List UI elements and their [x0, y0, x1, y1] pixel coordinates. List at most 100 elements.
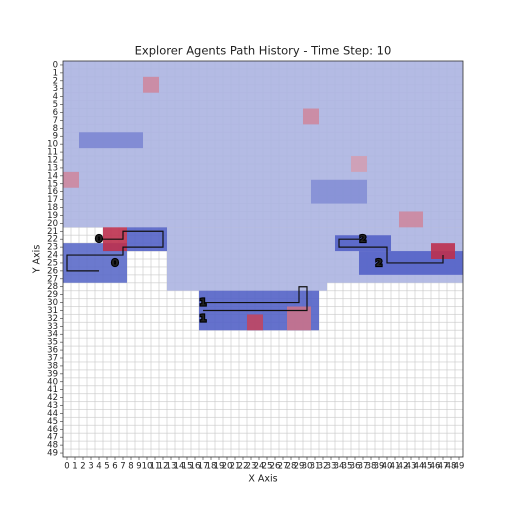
y-tick-label: 37: [47, 354, 58, 364]
heat-region: [167, 227, 327, 291]
y-tick-label: 6: [53, 108, 58, 118]
x-tick-label: 16: [190, 462, 201, 472]
x-tick-label: 21: [230, 462, 241, 472]
heat-region: [311, 179, 367, 204]
y-tick-label: 33: [47, 322, 58, 332]
x-tick-label: 25: [262, 462, 273, 472]
x-tick-label: 2: [80, 462, 85, 472]
x-tick-label: 39: [374, 462, 385, 472]
x-tick-label: 4: [96, 462, 101, 472]
x-tick-label: 49: [454, 462, 465, 472]
y-tick-label: 36: [47, 346, 58, 356]
x-tick-label: 11: [150, 462, 161, 472]
x-tick-label: 28: [286, 462, 297, 472]
y-tick-label: 5: [53, 100, 58, 110]
x-tick-label: 40: [382, 462, 393, 472]
y-tick-label: 23: [47, 243, 58, 253]
agent-start-label: 2: [376, 258, 383, 269]
x-tick-label: 42: [398, 462, 409, 472]
x-tick-label: 33: [326, 462, 337, 472]
agent-label: 0: [96, 234, 103, 245]
y-tick-label: 26: [47, 266, 58, 276]
y-tick-label: 12: [47, 156, 58, 166]
y-tick-label: 10: [47, 140, 58, 150]
y-tick-label: 32: [47, 314, 58, 324]
x-tick-label: 20: [222, 462, 233, 472]
x-tick-label: 3: [88, 462, 93, 472]
y-tick-label: 0: [53, 60, 58, 70]
x-axis-label: X Axis: [248, 474, 277, 485]
y-tick-label: 22: [47, 235, 58, 245]
y-tick-label: 2: [53, 76, 58, 86]
y-tick-label: 9: [53, 132, 58, 142]
heat-region: [247, 314, 263, 331]
y-tick-label: 30: [47, 298, 58, 308]
x-tick-label: 22: [238, 462, 249, 472]
heat-region: [303, 108, 319, 125]
y-tick-label: 3: [53, 84, 58, 94]
y-tick-label: 24: [47, 251, 58, 261]
heat-region: [399, 211, 423, 228]
y-tick-label: 41: [47, 385, 58, 395]
agent-path: [203, 286, 308, 312]
y-tick-label: 43: [47, 401, 58, 411]
x-tick-label: 24: [254, 462, 265, 472]
y-tick-label: 31: [47, 306, 58, 316]
heat-region: [127, 227, 167, 252]
x-tick-label: 23: [246, 462, 257, 472]
y-tick-label: 45: [47, 417, 58, 427]
y-tick-label: 25: [47, 258, 58, 268]
agent-path: [338, 238, 444, 264]
x-tick-label: 44: [414, 462, 425, 472]
x-tick-label: 26: [270, 462, 281, 472]
y-tick-label: 13: [47, 163, 58, 173]
x-tick-label: 19: [214, 462, 225, 472]
x-tick-label: 30: [302, 462, 313, 472]
x-tick-label: 14: [174, 462, 185, 472]
y-tick-label: 8: [53, 124, 58, 134]
x-tick-label: 43: [406, 462, 417, 472]
y-tick-label: 1: [53, 68, 58, 78]
x-tick-label: 34: [334, 462, 345, 472]
x-tick-label: 10: [142, 462, 153, 472]
x-tick-label: 18: [206, 462, 217, 472]
y-tick-label: 49: [47, 449, 58, 459]
y-tick-label: 42: [47, 393, 58, 403]
heat-region: [143, 76, 159, 93]
y-tick-label: 7: [53, 116, 58, 126]
x-tick-label: 13: [166, 462, 177, 472]
x-tick-label: 29: [294, 462, 305, 472]
y-tick-label: 47: [47, 433, 58, 443]
x-tick-label: 31: [310, 462, 321, 472]
x-tick-label: 7: [120, 462, 125, 472]
y-tick-label: 35: [47, 338, 58, 348]
y-axis-label: Y Axis: [32, 245, 43, 275]
y-tick-label: 38: [47, 361, 58, 371]
y-tick-label: 4: [53, 92, 58, 102]
y-tick-label: 17: [47, 195, 58, 205]
x-tick-label: 47: [438, 462, 449, 472]
heat-region: [431, 243, 455, 259]
x-tick-label: 38: [366, 462, 377, 472]
y-tick-label: 44: [47, 409, 58, 419]
x-tick-label: 27: [278, 462, 289, 472]
y-tick-label: 40: [47, 377, 58, 387]
agent-label: 2: [360, 234, 367, 245]
x-tick-label: 15: [182, 462, 193, 472]
x-tick-label: 41: [390, 462, 401, 472]
x-tick-label: 35: [342, 462, 353, 472]
y-tick-label: 28: [47, 282, 58, 292]
x-tick-label: 6: [112, 462, 117, 472]
agent-start-label: 1: [200, 313, 207, 324]
y-tick-label: 18: [47, 203, 58, 213]
agent-start-label: 0: [112, 258, 119, 269]
y-tick-label: 39: [47, 369, 58, 379]
plot-frame: [62, 60, 464, 458]
x-tick-label: 48: [446, 462, 457, 472]
x-tick-label: 5: [104, 462, 109, 472]
y-tick-label: 34: [47, 330, 58, 340]
agent-paths: 0 0 1 1 2 2: [66, 230, 444, 325]
y-tick-label: 46: [47, 425, 58, 435]
agent-path: [66, 230, 164, 272]
